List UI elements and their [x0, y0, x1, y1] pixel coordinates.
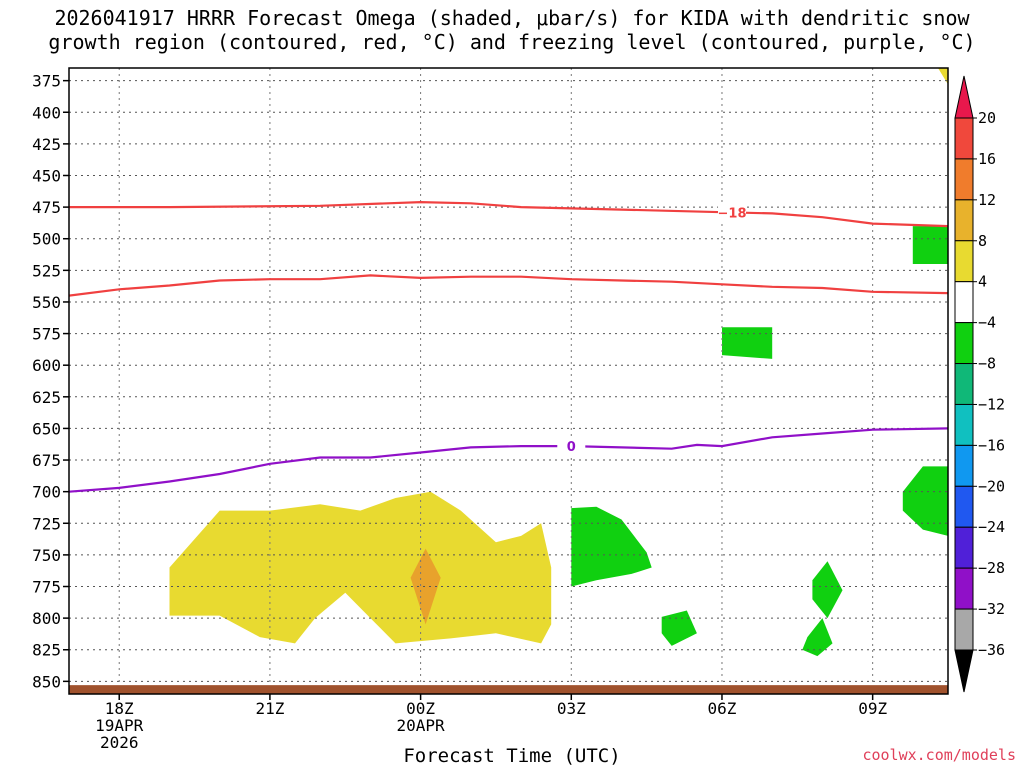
colorbar-label-12: −32: [978, 600, 1005, 618]
ground-bar: [69, 685, 948, 694]
x-tick-label-21Z: 21Z: [255, 699, 284, 718]
colorbar-label-9: −20: [978, 477, 1005, 495]
y-tick-label-575: 575: [32, 325, 61, 344]
x-axis-title: Forecast Time (UTC): [403, 745, 621, 767]
colorbar-band-8: [954, 444, 974, 487]
x-tick-label-06Z: 06Z: [708, 699, 737, 718]
colorbar-label-1: 16: [978, 150, 996, 168]
x-tick-label-00Z: 00Z: [406, 699, 435, 718]
y-tick-label-825: 825: [32, 641, 61, 660]
gridlines: [69, 68, 948, 694]
title-line-1: 2026041917 HRRR Forecast Omega (shaded, …: [54, 6, 970, 30]
dgz-top-label: −18: [718, 206, 747, 221]
chart-title: 2026041917 HRRR Forecast Omega (shaded, …: [0, 6, 1024, 54]
y-tick-label-450: 450: [32, 166, 61, 185]
ascent-yellow-1: [169, 491, 552, 644]
y-tick-label-675: 675: [32, 451, 61, 470]
y-tick-label-525: 525: [32, 261, 61, 280]
ascent-orange: [410, 548, 441, 625]
y-tick-label-375: 375: [32, 72, 61, 91]
colorbar-label-8: −16: [978, 436, 1005, 454]
colorbar-band-0: [954, 117, 974, 160]
dgz-top-label-bg: [718, 204, 747, 221]
descent-green-7: [902, 466, 948, 536]
y-tick-label-775: 775: [32, 578, 61, 597]
colorbar-label-5: −4: [978, 314, 996, 332]
title-line-2: growth region (contoured, red, °C) and f…: [48, 30, 976, 54]
colorbar-label-6: −8: [978, 355, 996, 373]
y-tick-label-475: 475: [32, 198, 61, 217]
y-tick-label-400: 400: [32, 103, 61, 122]
descent-green-1: [571, 506, 652, 587]
y-tick-label-700: 700: [32, 483, 61, 502]
dgz-top-line: [69, 200, 948, 228]
descent-green-3: [812, 561, 843, 619]
colorbar-band-9: [954, 485, 974, 528]
y-tick-label-725: 725: [32, 514, 61, 533]
ascent-yellow-2: [938, 68, 948, 85]
x-tick-label-03Z: 03Z: [557, 699, 586, 718]
omega-shading: [169, 68, 948, 657]
y-tick-label-425: 425: [32, 135, 61, 154]
y-tick-label-550: 550: [32, 293, 61, 312]
y-tick-label-500: 500: [32, 230, 61, 249]
colorbar-label-10: −24: [978, 518, 1005, 536]
y-tick-label-800: 800: [32, 609, 61, 628]
colorbar-label-3: 8: [978, 232, 987, 250]
x-tick-label-09Z: 09Z: [858, 699, 887, 718]
contour-lines: [69, 200, 948, 493]
colorbar-band-7: [954, 403, 974, 446]
ground-layer: [69, 685, 948, 694]
colorbar-band-10: [954, 526, 974, 569]
descent-green-6: [912, 226, 948, 264]
plot-frame: [68, 67, 949, 695]
contour-labels: −18 0: [557, 204, 747, 455]
colorbar-band-1: [954, 158, 974, 201]
freezing-level-label-bg: [557, 438, 586, 455]
colorbar-label-0: 20: [978, 109, 996, 127]
colorbar-label-11: −28: [978, 559, 1005, 577]
descent-green-2: [661, 610, 697, 646]
descent-green-4: [802, 618, 833, 657]
y-axis: 375 400 425 450 475 500 525 550 575 600 625 650 675 7…: [32, 72, 69, 691]
freezing-level-line: [69, 427, 948, 493]
x-tick-date-00Z: 20APR: [397, 716, 446, 735]
colorbar-band-5: [954, 322, 974, 365]
colorbar-band-3: [954, 240, 974, 283]
dgz-bottom-line: [69, 274, 948, 297]
freezing-level-label: 0: [567, 440, 576, 455]
colorbar-band-4: [954, 281, 974, 324]
colorbar-top-triangle: [954, 75, 974, 119]
colorbar-band-6: [954, 363, 974, 405]
x-tick-year-18Z: 2026: [100, 733, 139, 752]
colorbar-label-13: −36: [978, 641, 1005, 659]
y-tick-label-650: 650: [32, 419, 61, 438]
y-tick-label-600: 600: [32, 356, 61, 375]
credit-link[interactable]: coolwx.com/models: [862, 746, 1016, 764]
descent-green-5: [722, 327, 773, 359]
x-tick-label-18Z: 18Z: [105, 699, 134, 718]
colorbar-band-12: [954, 608, 974, 651]
y-tick-label-850: 850: [32, 672, 61, 691]
colorbar-label-4: 4: [978, 273, 987, 291]
colorbar-label-2: 12: [978, 191, 996, 209]
x-tick-date-18Z: 19APR: [95, 716, 144, 735]
colorbar-bottom-triangle: [954, 649, 974, 693]
y-tick-label-750: 750: [32, 546, 61, 565]
colorbar-band-2: [954, 199, 974, 242]
colorbar-label-7: −12: [978, 395, 1005, 413]
y-tick-label-625: 625: [32, 388, 61, 407]
colorbar-band-11: [954, 567, 974, 610]
colorbar-legend: 20 16 12 8 4 −4 −8 −12 −16 −20 −24 −28 −32 −36: [954, 75, 1005, 693]
